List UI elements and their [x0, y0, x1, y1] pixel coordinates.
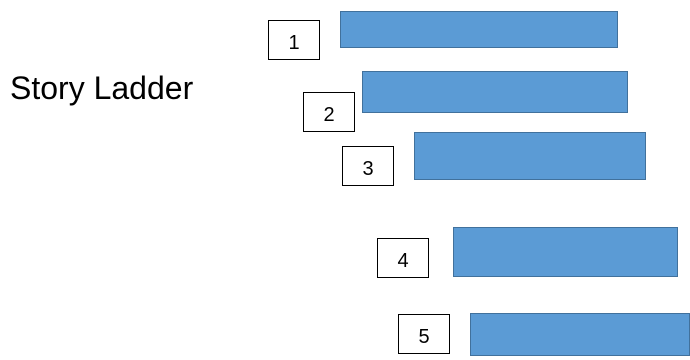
ladder-rung: [340, 11, 618, 48]
diagram-title: Story Ladder: [10, 70, 194, 106]
ladder-rung: [362, 71, 628, 113]
step-number-box: 1: [268, 20, 320, 60]
step-number-box: 2: [303, 92, 355, 132]
step-number-box: 5: [398, 314, 450, 354]
ladder-rung: [470, 313, 690, 356]
step-number-box: 4: [377, 238, 429, 278]
ladder-rung: [414, 132, 646, 180]
ladder-rung: [453, 227, 678, 277]
step-number-box: 3: [342, 146, 394, 186]
